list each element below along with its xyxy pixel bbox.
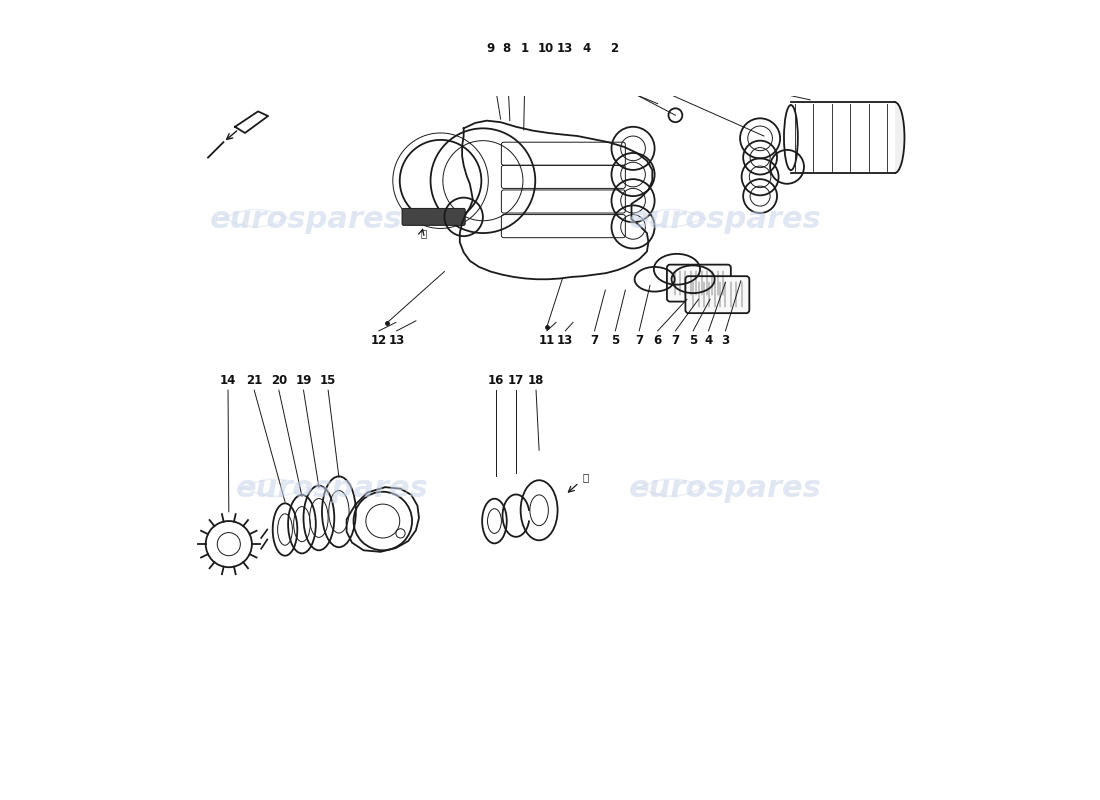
Text: 2: 2 <box>609 42 618 54</box>
Text: 14: 14 <box>220 374 236 387</box>
Text: 10: 10 <box>538 42 554 54</box>
Text: 7: 7 <box>635 334 643 346</box>
Bar <box>791 102 895 173</box>
FancyBboxPatch shape <box>403 209 465 226</box>
Text: 12: 12 <box>371 334 387 346</box>
Text: 15: 15 <box>320 374 337 387</box>
Text: 17: 17 <box>508 374 524 387</box>
Text: Ⓐ: Ⓐ <box>420 228 427 238</box>
FancyBboxPatch shape <box>685 276 749 313</box>
Text: 7: 7 <box>671 334 680 346</box>
Text: 20: 20 <box>271 374 287 387</box>
Text: 21: 21 <box>246 374 262 387</box>
Text: eurospares: eurospares <box>236 474 429 503</box>
Text: 13: 13 <box>388 334 405 346</box>
Text: 3: 3 <box>722 334 729 346</box>
Text: 5: 5 <box>612 334 619 346</box>
Text: eurospares: eurospares <box>629 474 822 503</box>
Text: 4: 4 <box>704 334 713 346</box>
Text: 13: 13 <box>558 42 573 54</box>
FancyBboxPatch shape <box>667 265 730 302</box>
Text: eurospares: eurospares <box>209 205 403 234</box>
Text: 6: 6 <box>653 334 662 346</box>
Text: 19: 19 <box>295 374 311 387</box>
Text: 9: 9 <box>486 42 495 54</box>
Text: 8: 8 <box>503 42 510 54</box>
Text: 18: 18 <box>528 374 544 387</box>
Ellipse shape <box>886 102 904 173</box>
Text: Ⓐ: Ⓐ <box>582 472 588 482</box>
Text: 1: 1 <box>521 42 529 54</box>
Text: eurospares: eurospares <box>629 205 822 234</box>
Text: 5: 5 <box>689 334 697 346</box>
Text: 13: 13 <box>558 334 573 346</box>
Text: 11: 11 <box>539 334 554 346</box>
Text: 7: 7 <box>591 334 598 346</box>
Text: 16: 16 <box>487 374 504 387</box>
Text: 4: 4 <box>583 42 591 54</box>
